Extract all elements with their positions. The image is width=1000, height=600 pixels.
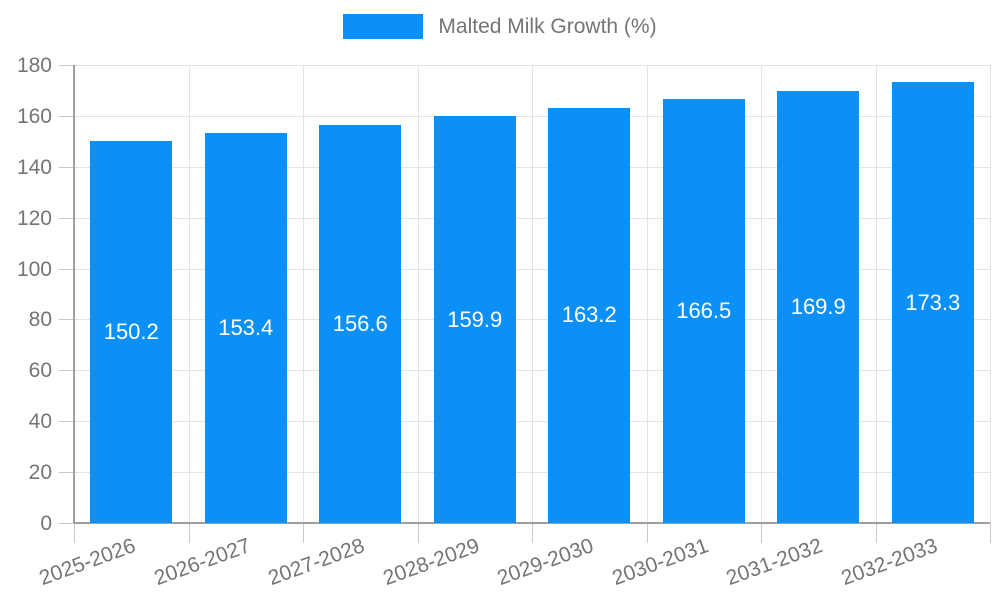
- legend-label: Malted Milk Growth (%): [438, 15, 657, 38]
- y-axis-tick: [59, 65, 74, 66]
- bar-value-label: 150.2: [103, 318, 159, 344]
- bar[interactable]: 166.5: [662, 99, 745, 523]
- y-axis-tick-label: 0: [40, 512, 52, 535]
- gridline-vertical: [417, 65, 419, 523]
- gridline-vertical: [303, 65, 304, 523]
- gridline-vertical: [761, 65, 762, 523]
- x-axis-tick: [188, 523, 190, 543]
- legend-item[interactable]: Malted Milk Growth (%): [343, 14, 657, 40]
- bar-value-label: 169.9: [790, 293, 846, 319]
- bar-value-label: 153.4: [218, 314, 274, 340]
- y-axis-tick-label: 160: [16, 104, 52, 128]
- y-axis-tick: [59, 370, 74, 372]
- bar[interactable]: 150.2: [90, 140, 173, 523]
- bar-value-label: 166.5: [676, 298, 732, 324]
- y-axis-tick-label: 180: [16, 54, 52, 77]
- gridline-vertical: [990, 65, 991, 523]
- y-axis-tick: [59, 217, 74, 219]
- x-axis-tick: [646, 523, 648, 543]
- bar[interactable]: 169.9: [777, 90, 860, 523]
- y-axis-tick-label: 140: [16, 155, 52, 179]
- bar-value-label: 156.6: [332, 310, 388, 336]
- bar-value-label: 173.3: [905, 289, 961, 315]
- y-axis-tick: [59, 166, 74, 168]
- x-axis-tick: [74, 523, 75, 543]
- x-axis-tick: [303, 523, 304, 543]
- bar[interactable]: 163.2: [548, 107, 631, 523]
- y-axis-tick-label: 100: [16, 257, 52, 281]
- bar[interactable]: 153.4: [204, 132, 287, 523]
- x-axis-tick: [761, 523, 762, 543]
- y-axis-tick: [59, 523, 74, 524]
- legend-swatch-icon: [343, 14, 424, 40]
- y-axis-tick-label: 80: [28, 308, 52, 332]
- x-axis-tick: [417, 523, 419, 543]
- x-axis-tick: [532, 523, 533, 543]
- gridline-vertical: [646, 65, 648, 523]
- bar[interactable]: 156.6: [319, 124, 402, 523]
- y-axis-tick-label: 120: [16, 206, 52, 230]
- y-axis-line: [73, 65, 75, 523]
- y-axis-tick-label: 40: [28, 410, 52, 434]
- gridline-vertical: [188, 65, 190, 523]
- gridline-vertical: [532, 65, 533, 523]
- bar-value-label: 159.9: [447, 306, 503, 332]
- bar[interactable]: 159.9: [433, 116, 516, 523]
- legend: Malted Milk Growth (%): [0, 14, 1000, 40]
- y-axis-tick: [59, 268, 74, 270]
- plot-area: 0 20 40 60 80 100 120 140 160 180 150.2 2025-2026 15…: [17, 55, 991, 590]
- x-axis-tick: [990, 523, 991, 543]
- gridline-vertical: [875, 65, 877, 523]
- bar[interactable]: 173.3: [891, 82, 974, 523]
- x-axis-tick: [875, 523, 877, 543]
- y-axis-tick: [59, 319, 74, 321]
- y-axis-tick: [59, 421, 74, 423]
- y-axis-tick-label: 20: [28, 461, 52, 485]
- y-axis-tick-label: 60: [28, 359, 52, 383]
- bar-value-label: 163.2: [561, 302, 617, 328]
- y-axis-tick: [59, 115, 74, 117]
- y-axis-tick: [59, 472, 74, 474]
- x-axis-line: [74, 522, 990, 524]
